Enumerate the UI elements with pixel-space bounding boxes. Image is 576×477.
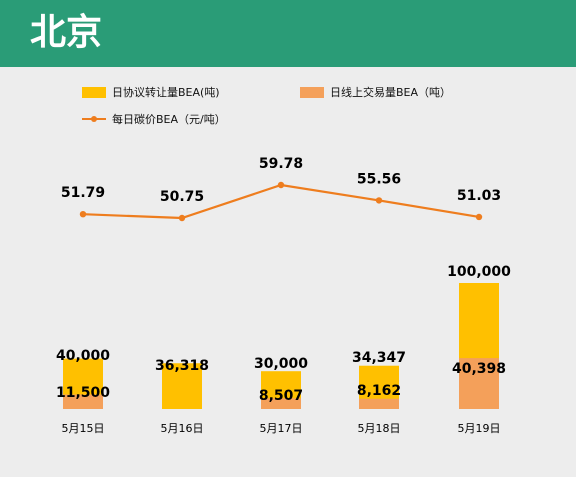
agreement-bar xyxy=(162,363,202,409)
price-value-label: 55.56 xyxy=(357,171,401,187)
online-bar xyxy=(459,358,499,409)
price-point xyxy=(79,210,87,218)
price-value-label: 51.79 xyxy=(61,185,105,201)
online-value-label: 36,318 xyxy=(155,358,209,374)
legend-label-online: 日线上交易量BEA（吨） xyxy=(330,86,452,99)
agreement-value-label: 30,000 xyxy=(254,356,308,372)
online-bar xyxy=(63,394,103,409)
legend-swatch-agreement xyxy=(82,86,106,98)
price-point xyxy=(277,181,285,189)
online-value-label: 8,507 xyxy=(259,388,303,404)
online-bar xyxy=(261,398,301,409)
price-line xyxy=(82,183,480,220)
online-value-label: 11,500 xyxy=(56,385,110,401)
price-point xyxy=(375,197,383,204)
legend-item-online: 日线上交易量BEA（吨） xyxy=(300,84,451,100)
agreement-value-label: 34,347 xyxy=(352,350,406,366)
category-label: 5月18日 xyxy=(358,422,401,435)
price-value-label: 59.78 xyxy=(259,156,303,172)
legend-item-price: 每日碳价BEA（元/吨） xyxy=(82,111,226,127)
price-point xyxy=(475,213,483,221)
legend-label-agreement: 日协议转让量BEA(吨) xyxy=(112,86,220,99)
page-title: 北京 xyxy=(30,12,103,53)
price-value-label: 50.75 xyxy=(160,189,204,205)
legend-item-agreement: 日协议转让量BEA(吨) xyxy=(82,84,220,100)
online-value-label: 8,162 xyxy=(357,383,401,399)
price-value-label: 51.03 xyxy=(457,188,501,204)
category-label: 5月15日 xyxy=(62,422,105,435)
header-bar: 北京 xyxy=(0,0,576,67)
category-label: 5月16日 xyxy=(161,422,204,435)
category-label: 5月17日 xyxy=(260,422,303,435)
price-point xyxy=(178,214,186,222)
online-value-label: 40,398 xyxy=(452,361,506,377)
category-label: 5月19日 xyxy=(458,422,501,435)
legend-swatch-price xyxy=(82,114,106,125)
agreement-value-label: 40,000 xyxy=(56,348,110,364)
legend-label-price: 每日碳价BEA（元/吨） xyxy=(112,113,226,126)
legend-swatch-online xyxy=(300,86,324,98)
online-bar xyxy=(359,398,399,409)
agreement-value-label: 100,000 xyxy=(447,264,511,280)
